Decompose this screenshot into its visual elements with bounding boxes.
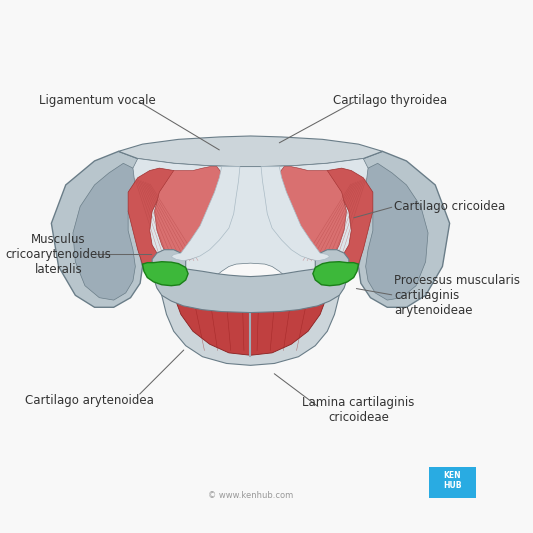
Polygon shape bbox=[315, 249, 349, 274]
Polygon shape bbox=[313, 262, 359, 286]
Polygon shape bbox=[152, 249, 185, 274]
Polygon shape bbox=[73, 163, 138, 300]
Polygon shape bbox=[51, 151, 142, 308]
Text: Cartilago cricoidea: Cartilago cricoidea bbox=[394, 200, 506, 213]
FancyBboxPatch shape bbox=[429, 466, 476, 498]
Text: Cartilago arytenoidea: Cartilago arytenoidea bbox=[25, 394, 154, 407]
Polygon shape bbox=[161, 285, 340, 365]
Polygon shape bbox=[155, 269, 346, 312]
Text: KEN
HUB: KEN HUB bbox=[443, 471, 462, 490]
Polygon shape bbox=[142, 262, 188, 286]
Text: Processus muscularis
cartilaginis
arytenoideae: Processus muscularis cartilaginis aryten… bbox=[394, 274, 520, 317]
Polygon shape bbox=[359, 151, 450, 308]
Polygon shape bbox=[128, 168, 179, 274]
Polygon shape bbox=[364, 163, 428, 300]
Text: © www.kenhub.com: © www.kenhub.com bbox=[208, 491, 293, 500]
Polygon shape bbox=[174, 285, 327, 356]
Polygon shape bbox=[322, 168, 373, 274]
Polygon shape bbox=[171, 167, 240, 261]
Text: Ligamentum vocale: Ligamentum vocale bbox=[38, 94, 155, 108]
Text: Cartilago thyroidea: Cartilago thyroidea bbox=[333, 94, 447, 108]
Polygon shape bbox=[277, 167, 346, 261]
Text: Lamina cartilaginis
cricoideae: Lamina cartilaginis cricoideae bbox=[302, 397, 415, 424]
Polygon shape bbox=[261, 167, 330, 261]
Polygon shape bbox=[155, 167, 224, 261]
Polygon shape bbox=[118, 136, 383, 167]
Text: Musculus
cricoarytenoideus
lateralis: Musculus cricoarytenoideus lateralis bbox=[6, 233, 111, 276]
Polygon shape bbox=[133, 158, 368, 289]
